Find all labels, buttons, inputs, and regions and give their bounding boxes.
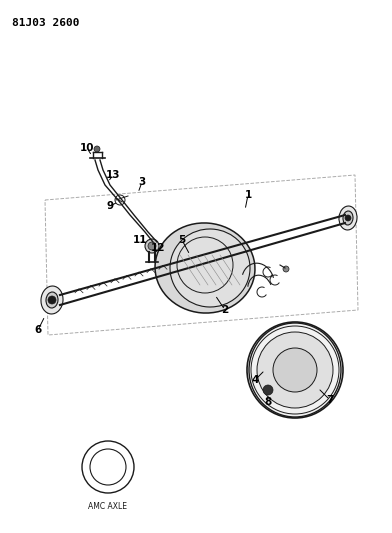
Text: AMC AXLE: AMC AXLE xyxy=(89,502,127,511)
Text: 2: 2 xyxy=(221,305,229,315)
Text: 9: 9 xyxy=(107,201,114,211)
Text: 1: 1 xyxy=(244,190,252,200)
Text: 10: 10 xyxy=(80,143,94,153)
Text: 5: 5 xyxy=(178,235,186,245)
Text: 4: 4 xyxy=(251,375,259,385)
Circle shape xyxy=(263,385,273,395)
Ellipse shape xyxy=(170,229,250,307)
Ellipse shape xyxy=(155,223,255,313)
Ellipse shape xyxy=(145,239,159,253)
Ellipse shape xyxy=(339,206,357,230)
Circle shape xyxy=(48,296,56,304)
Ellipse shape xyxy=(41,286,63,314)
Circle shape xyxy=(148,242,156,250)
Text: 8: 8 xyxy=(264,397,272,407)
Text: 13: 13 xyxy=(106,170,120,180)
Ellipse shape xyxy=(343,211,353,225)
Text: 11: 11 xyxy=(133,235,147,245)
Text: 6: 6 xyxy=(34,325,42,335)
Circle shape xyxy=(257,332,333,408)
Text: 12: 12 xyxy=(151,243,165,253)
Circle shape xyxy=(345,215,351,221)
Text: 7: 7 xyxy=(326,395,334,405)
Circle shape xyxy=(283,266,289,272)
Ellipse shape xyxy=(46,292,58,308)
Text: 3: 3 xyxy=(138,177,145,187)
Circle shape xyxy=(273,348,317,392)
Ellipse shape xyxy=(249,323,341,417)
Circle shape xyxy=(94,146,100,152)
Text: 81J03 2600: 81J03 2600 xyxy=(12,18,80,28)
